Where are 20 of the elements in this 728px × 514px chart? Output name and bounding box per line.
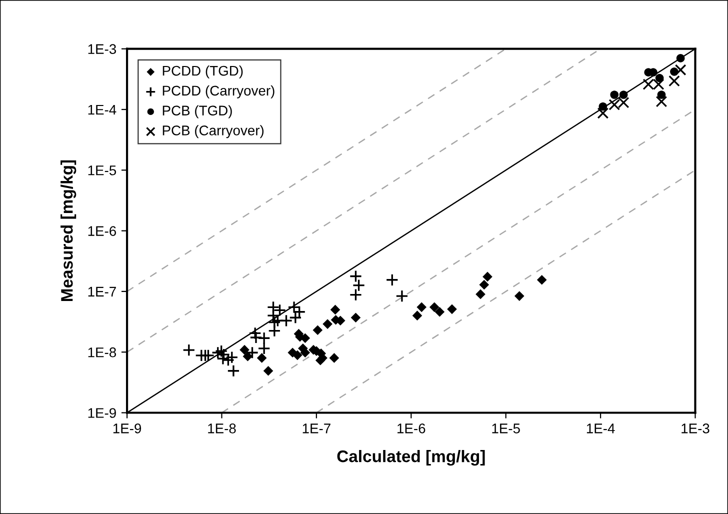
y-tick-label: 1E-4 (88, 104, 116, 115)
x-axis-title: Calculated [mg/kg] (337, 450, 485, 466)
legend-label: PCB (TGD) (162, 105, 232, 118)
x-tick-label: 1E-9 (113, 424, 142, 434)
y-tick-label: 1E-5 (88, 166, 116, 176)
y-tick-label: 1E-6 (88, 226, 116, 236)
y-tick-label: 1E-8 (88, 347, 116, 358)
y-tick-label: 1E-9 (88, 408, 116, 418)
x-tick-label: 1E-3 (682, 424, 710, 434)
y-tick-label: 1E-3 (88, 44, 116, 54)
x-tick-label: 1E-6 (398, 424, 426, 434)
y-tick-label: 1E-7 (88, 286, 116, 296)
x-tick-label: 1E-4 (586, 424, 615, 434)
x-tick-label: 1E-8 (208, 424, 236, 434)
x-tick-label: 1E-7 (302, 424, 330, 434)
legend-label: PCB (Carryover) (162, 125, 264, 138)
y-axis-title: Measured [mg/kg] (60, 160, 76, 301)
legend-label: PCDD (Carryover) (162, 85, 274, 98)
x-tick-label: 1E-5 (492, 424, 520, 434)
legend-label: PCDD (TGD) (162, 65, 243, 78)
